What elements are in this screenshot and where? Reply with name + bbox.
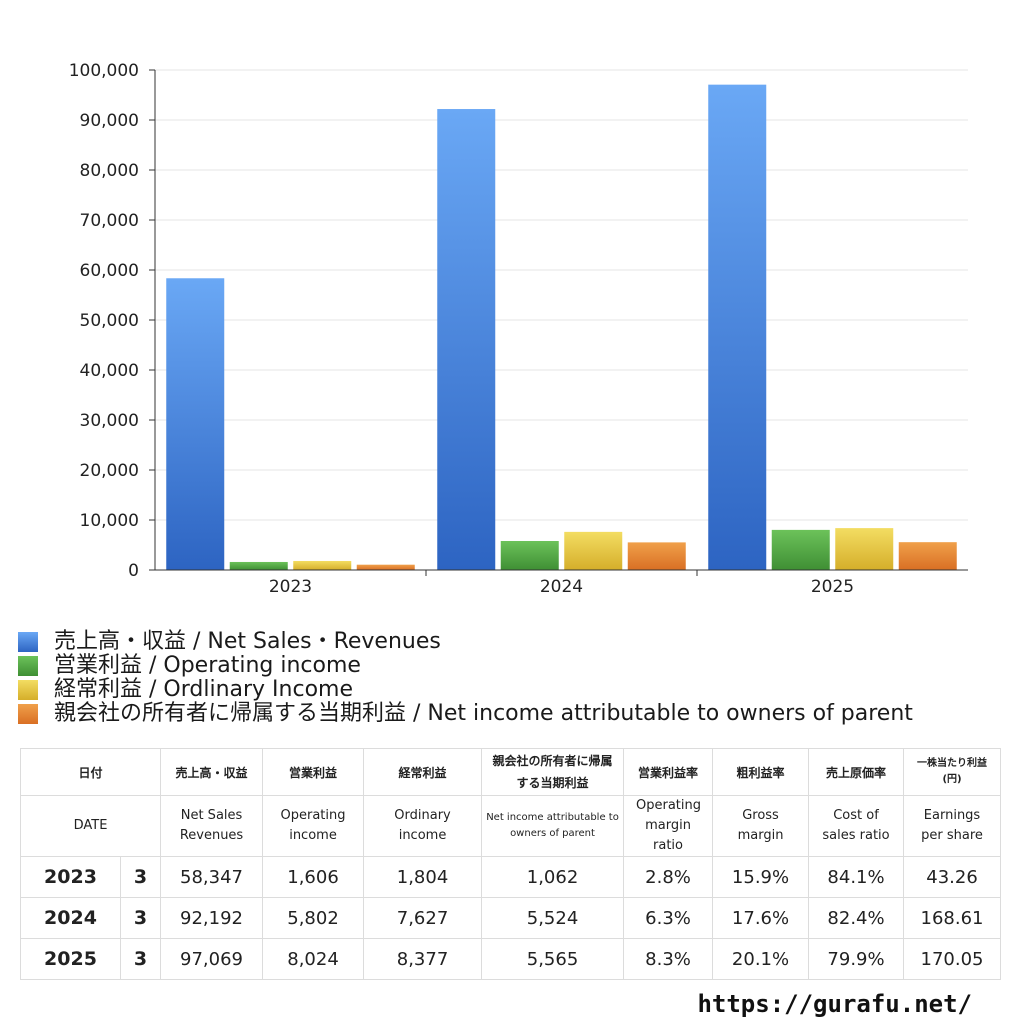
- legend-item-net-income: 親会社の所有者に帰属する当期利益 / Net income attributab…: [18, 702, 1018, 726]
- y-tick-label: 50,000: [80, 311, 139, 331]
- header-date-jp: 日付: [19, 748, 162, 796]
- y-axis: 0 10,000 20,000 30,000 40,000 50,000 60,000 70,…: [69, 61, 156, 581]
- chart-legend: 売上高・収益 / Net Sales・Revenues 営業利益 / Opera…: [18, 630, 1018, 726]
- header-net-income-jp: 親会社の所有者に帰属する当期利益: [481, 748, 625, 796]
- cell-operating-income: 1,606: [262, 856, 365, 898]
- table-row: 2024 3 92,192 5,802 7,627 5,524 6.3% 17.…: [20, 897, 1002, 939]
- header-cost-ratio-jp: 売上原価率: [808, 748, 905, 796]
- cell-net-sales: 58,347: [160, 856, 264, 898]
- header-ordinary-income-jp: 経常利益: [363, 748, 483, 796]
- row-month: 3: [119, 938, 162, 980]
- bar-chart: 0 10,000 20,000 30,000 40,000 50,000 60,000 70,…: [69, 61, 968, 597]
- bar-2023-series-2: [293, 560, 352, 570]
- row-month: 3: [119, 897, 162, 939]
- legend-item-operating-income: 営業利益 / Operating income: [18, 654, 1018, 678]
- legend-item-ordinary-income: 経常利益 / Ordlinary Income: [18, 678, 1018, 702]
- legend-swatch-net-sales: [18, 632, 38, 652]
- chart-bars: [166, 84, 957, 570]
- header-gross-margin-jp: 粗利益率: [712, 748, 810, 796]
- table-header-en: DATE Net Sales Revenues Operating income…: [19, 795, 1002, 857]
- cell-operating-income: 8,024: [262, 938, 365, 980]
- row-month: 3: [119, 856, 162, 898]
- cell-net-income: 1,062: [481, 856, 625, 898]
- cell-operating-margin: 6.3%: [623, 897, 714, 939]
- y-tick-label: 60,000: [80, 261, 139, 281]
- bar-2024-series-3: [627, 542, 686, 570]
- cell-operating-income: 5,802: [262, 897, 365, 939]
- bar-2024-series-0: [437, 109, 496, 570]
- legend-label: 親会社の所有者に帰属する当期利益 / Net income attributab…: [54, 701, 913, 726]
- legend-label: 営業利益 / Operating income: [54, 653, 361, 678]
- cell-ordinary-income: 8,377: [363, 938, 483, 980]
- header-operating-income-jp: 営業利益: [262, 748, 365, 796]
- bar-2023-series-0: [166, 278, 225, 570]
- y-tick-label: 90,000: [80, 111, 139, 131]
- legend-swatch-net-income: [18, 704, 38, 724]
- bar-2024-series-1: [500, 540, 559, 570]
- legend-swatch-ordinary-income: [18, 680, 38, 700]
- chart-gridlines: [155, 69, 968, 521]
- legend-item-net-sales: 売上高・収益 / Net Sales・Revenues: [18, 630, 1018, 654]
- cell-ordinary-income: 1,804: [363, 856, 483, 898]
- cell-ordinary-income: 7,627: [363, 897, 483, 939]
- header-operating-margin-en: Operating margin ratio: [623, 795, 714, 857]
- x-tick-label: 2023: [269, 577, 312, 597]
- x-tick-label: 2025: [811, 577, 854, 597]
- cell-net-income: 5,565: [481, 938, 625, 980]
- bar-2025-series-1: [771, 529, 830, 570]
- legend-label: 売上高・収益 / Net Sales・Revenues: [54, 629, 441, 654]
- y-tick-label: 40,000: [80, 361, 139, 381]
- cell-net-sales: 97,069: [160, 938, 264, 980]
- header-cost-ratio-en: Cost of sales ratio: [808, 795, 905, 857]
- row-year: 2025: [20, 938, 121, 980]
- bar-2025-series-0: [708, 84, 767, 570]
- bar-2025-series-2: [835, 528, 894, 570]
- table-row: 2025 3 97,069 8,024 8,377 5,565 8.3% 20.…: [20, 938, 1002, 980]
- y-tick-label: 30,000: [80, 411, 139, 431]
- bar-2023-series-1: [229, 561, 288, 570]
- x-tick-label: 2024: [540, 577, 583, 597]
- cell-operating-margin: 2.8%: [623, 856, 714, 898]
- row-year: 2023: [20, 856, 121, 898]
- table-header-jp: 日付 売上高・収益 営業利益 経常利益 親会社の所有者に帰属する当期利益 営業利…: [19, 748, 1002, 796]
- header-operating-income-en: Operating income: [262, 795, 365, 857]
- cell-eps: 43.26: [903, 856, 1002, 898]
- x-axis: 2023 2024 2025: [155, 569, 968, 597]
- bar-2025-series-3: [898, 542, 957, 570]
- y-tick-label: 80,000: [80, 161, 139, 181]
- bar-2024-series-2: [564, 531, 623, 570]
- row-year: 2024: [20, 897, 121, 939]
- header-net-sales-jp: 売上高・収益: [160, 748, 264, 796]
- y-tick-label: 100,000: [69, 61, 139, 81]
- header-gross-margin-en: Gross margin: [712, 795, 810, 857]
- y-tick-label: 70,000: [80, 211, 139, 231]
- cell-gross-margin: 17.6%: [712, 897, 810, 939]
- table-row: 2023 3 58,347 1,606 1,804 1,062 2.8% 15.…: [20, 856, 1002, 898]
- cell-gross-margin: 15.9%: [712, 856, 810, 898]
- cell-eps: 170.05: [903, 938, 1002, 980]
- source-url[interactable]: https://gurafu.net/: [697, 990, 972, 1018]
- legend-label: 経常利益 / Ordlinary Income: [54, 677, 353, 702]
- y-tick-label: 20,000: [80, 461, 139, 481]
- header-eps-jp: 一株当たり利益(円): [903, 748, 1002, 796]
- cell-gross-margin: 20.1%: [712, 938, 810, 980]
- cell-cost-ratio: 82.4%: [808, 897, 905, 939]
- header-net-sales-en: Net Sales Revenues: [160, 795, 264, 857]
- header-date-en: DATE: [19, 795, 162, 857]
- cell-operating-margin: 8.3%: [623, 938, 714, 980]
- cell-net-income: 5,524: [481, 897, 625, 939]
- cell-cost-ratio: 84.1%: [808, 856, 905, 898]
- financial-table: 日付 売上高・収益 営業利益 経常利益 親会社の所有者に帰属する当期利益 営業利…: [19, 748, 1002, 980]
- y-tick-label: 10,000: [80, 511, 139, 531]
- cell-cost-ratio: 79.9%: [808, 938, 905, 980]
- bar-2023-series-3: [356, 564, 415, 570]
- cell-net-sales: 92,192: [160, 897, 264, 939]
- header-ordinary-income-en: Ordinary income: [363, 795, 483, 857]
- header-operating-margin-jp: 営業利益率: [623, 748, 714, 796]
- legend-swatch-operating-income: [18, 656, 38, 676]
- y-tick-label: 0: [128, 561, 139, 581]
- cell-eps: 168.61: [903, 897, 1002, 939]
- header-eps-en: Earnings per share: [903, 795, 1002, 857]
- header-net-income-en: Net income attributable to owners of par…: [481, 795, 625, 857]
